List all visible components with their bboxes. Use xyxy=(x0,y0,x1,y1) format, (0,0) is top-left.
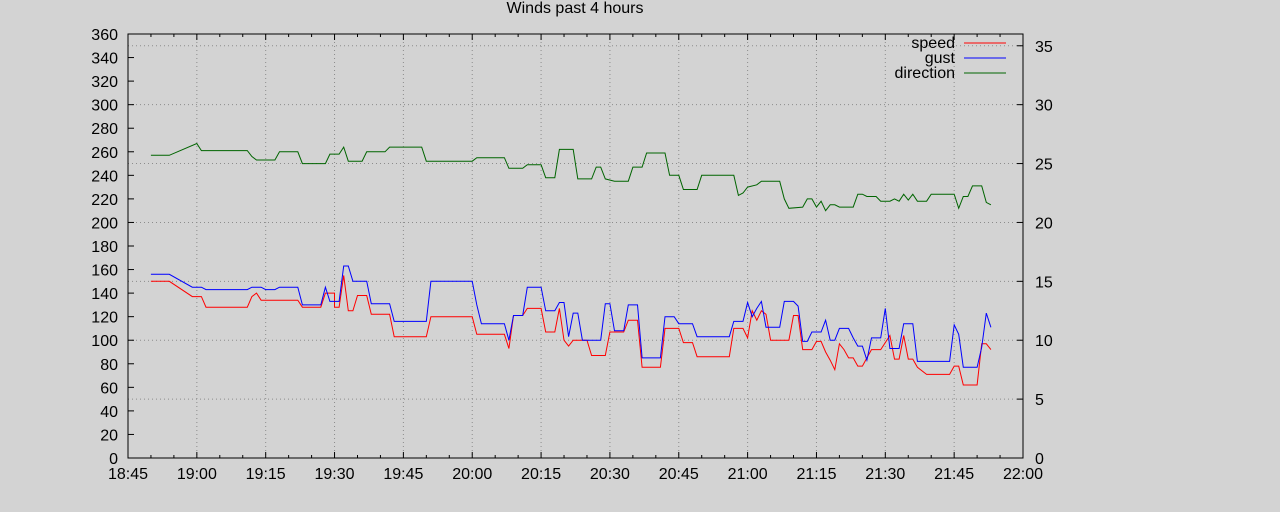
axes: 18:45 19:00 19:15 19:30 19:45 20:00 20:15 20:30… xyxy=(91,27,1053,483)
legend-label-gust: gust xyxy=(925,50,956,67)
y-right-tick-label: 5 xyxy=(1035,392,1044,409)
x-tick-label: 19:00 xyxy=(177,466,217,483)
x-tick-label: 22:00 xyxy=(1003,466,1043,483)
series-line-direction xyxy=(150,142,992,212)
x-tick-label: 19:45 xyxy=(383,466,423,483)
y-right-tick-label: 0 xyxy=(1035,451,1044,468)
y-left-tick-label: 160 xyxy=(91,263,118,280)
y-left-tick-label: 60 xyxy=(100,380,118,397)
grid xyxy=(127,34,1024,459)
series-line-speed xyxy=(150,275,992,386)
y-left-tick-label: 360 xyxy=(91,27,118,44)
series-line-gust xyxy=(150,265,992,368)
y-left-tick-label: 240 xyxy=(91,168,118,185)
y-left-tick-label: 340 xyxy=(91,51,118,68)
x-tick-label: 20:30 xyxy=(590,466,630,483)
y-left-tick-label: 220 xyxy=(91,192,118,209)
y-left-tick-label: 320 xyxy=(91,74,118,91)
y-left-tick-label: 280 xyxy=(91,121,118,138)
y-left-tick-label: 0 xyxy=(109,451,118,468)
legend-label-direction: direction xyxy=(895,65,955,82)
y-left-tick-label: 260 xyxy=(91,145,118,162)
x-tick-label: 21:30 xyxy=(865,466,905,483)
legend-label-speed: speed xyxy=(911,35,955,52)
y-left-tick-label: 40 xyxy=(100,404,118,421)
y-left-tick-label: 100 xyxy=(91,333,118,350)
x-tick-label: 20:45 xyxy=(659,466,699,483)
y-left-tick-label: 120 xyxy=(91,310,118,327)
y-left-tick-label: 20 xyxy=(100,427,118,444)
y-right-tick-label: 10 xyxy=(1035,333,1053,350)
x-tick-label: 21:00 xyxy=(728,466,768,483)
x-tick-label: 19:30 xyxy=(315,466,355,483)
x-tick-label: 21:45 xyxy=(934,466,974,483)
y-right-tick-label: 25 xyxy=(1035,157,1053,174)
y-left-tick-label: 200 xyxy=(91,215,118,232)
y-right-tick-label: 15 xyxy=(1035,274,1053,291)
x-tick-label: 20:00 xyxy=(452,466,492,483)
y-right-tick-label: 35 xyxy=(1035,39,1053,56)
y-left-tick-label: 300 xyxy=(91,98,118,115)
y-right-tick-label: 20 xyxy=(1035,215,1053,232)
x-tick-label: 18:45 xyxy=(108,466,148,483)
chart-title: Winds past 4 hours xyxy=(507,0,644,17)
x-tick-label: 21:15 xyxy=(796,466,836,483)
series-lines xyxy=(150,142,992,386)
x-tick-label: 19:15 xyxy=(246,466,286,483)
y-right-tick-label: 30 xyxy=(1035,98,1053,115)
plot-border xyxy=(127,33,1024,459)
y-left-tick-label: 80 xyxy=(100,357,118,374)
y-left-tick-label: 140 xyxy=(91,286,118,303)
x-tick-label: 20:15 xyxy=(521,466,561,483)
y-left-tick-label: 180 xyxy=(91,239,118,256)
